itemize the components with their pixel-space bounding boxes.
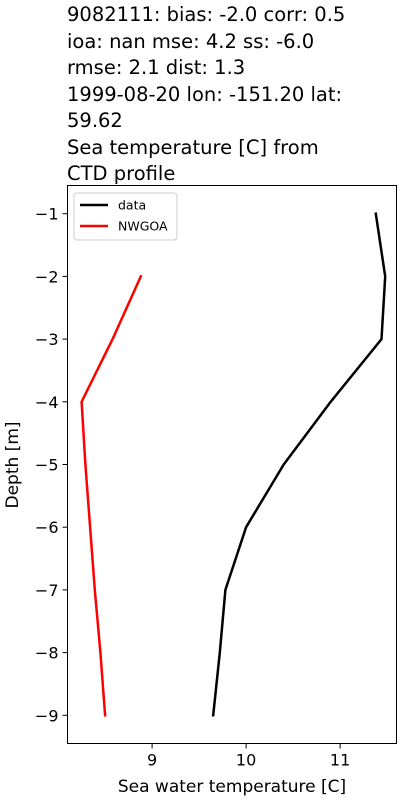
title-line: ioa: nan mse: 4.2 ss: -6.0: [67, 29, 315, 53]
y-tick-label: −1: [35, 205, 59, 224]
y-tick-label: −9: [35, 706, 59, 725]
legend-label-nwgoa: NWGOA: [118, 219, 168, 234]
title-line: rmse: 2.1 dist: 1.3: [67, 56, 246, 79]
title-line: Sea temperature [C] from: [67, 135, 319, 159]
title-line: CTD profile: [67, 162, 176, 185]
tick-layer: 9 10 11 −1 −2 −3 −4 −5 −6 −7 −8 −9: [35, 205, 350, 770]
y-tick-label: −8: [35, 644, 59, 663]
series-layer: [80, 212, 387, 717]
y-tick-label: −3: [35, 330, 59, 349]
title-line: 1999-08-20 lon: -151.20 lat:: [67, 82, 343, 106]
series-line-nwgoa: [80, 274, 143, 717]
x-tick-label: 10: [236, 751, 256, 770]
title-line: 59.62: [67, 109, 123, 132]
plot-frame: [67, 185, 397, 744]
chart-title: 9082111: bias: -2.0 corr: 0.5 ioa: nan m…: [67, 2, 397, 188]
y-tick-label: −4: [35, 393, 59, 412]
series-line-data: [211, 212, 387, 717]
y-tick-label: −2: [35, 267, 59, 286]
y-tick-label: −5: [35, 456, 59, 475]
x-tick-label: 11: [330, 751, 350, 770]
legend-label-data: data: [118, 198, 146, 213]
title-line: 9082111: bias: -2.0 corr: 0.5: [67, 3, 346, 26]
legend: data NWGOA: [73, 192, 178, 241]
y-tick-label: −6: [35, 518, 59, 537]
x-axis-label: Sea water temperature [C]: [118, 777, 346, 797]
x-tick-label: 9: [147, 751, 157, 770]
y-tick-label: −7: [35, 581, 59, 600]
y-axis-label: Depth [m]: [3, 421, 23, 508]
